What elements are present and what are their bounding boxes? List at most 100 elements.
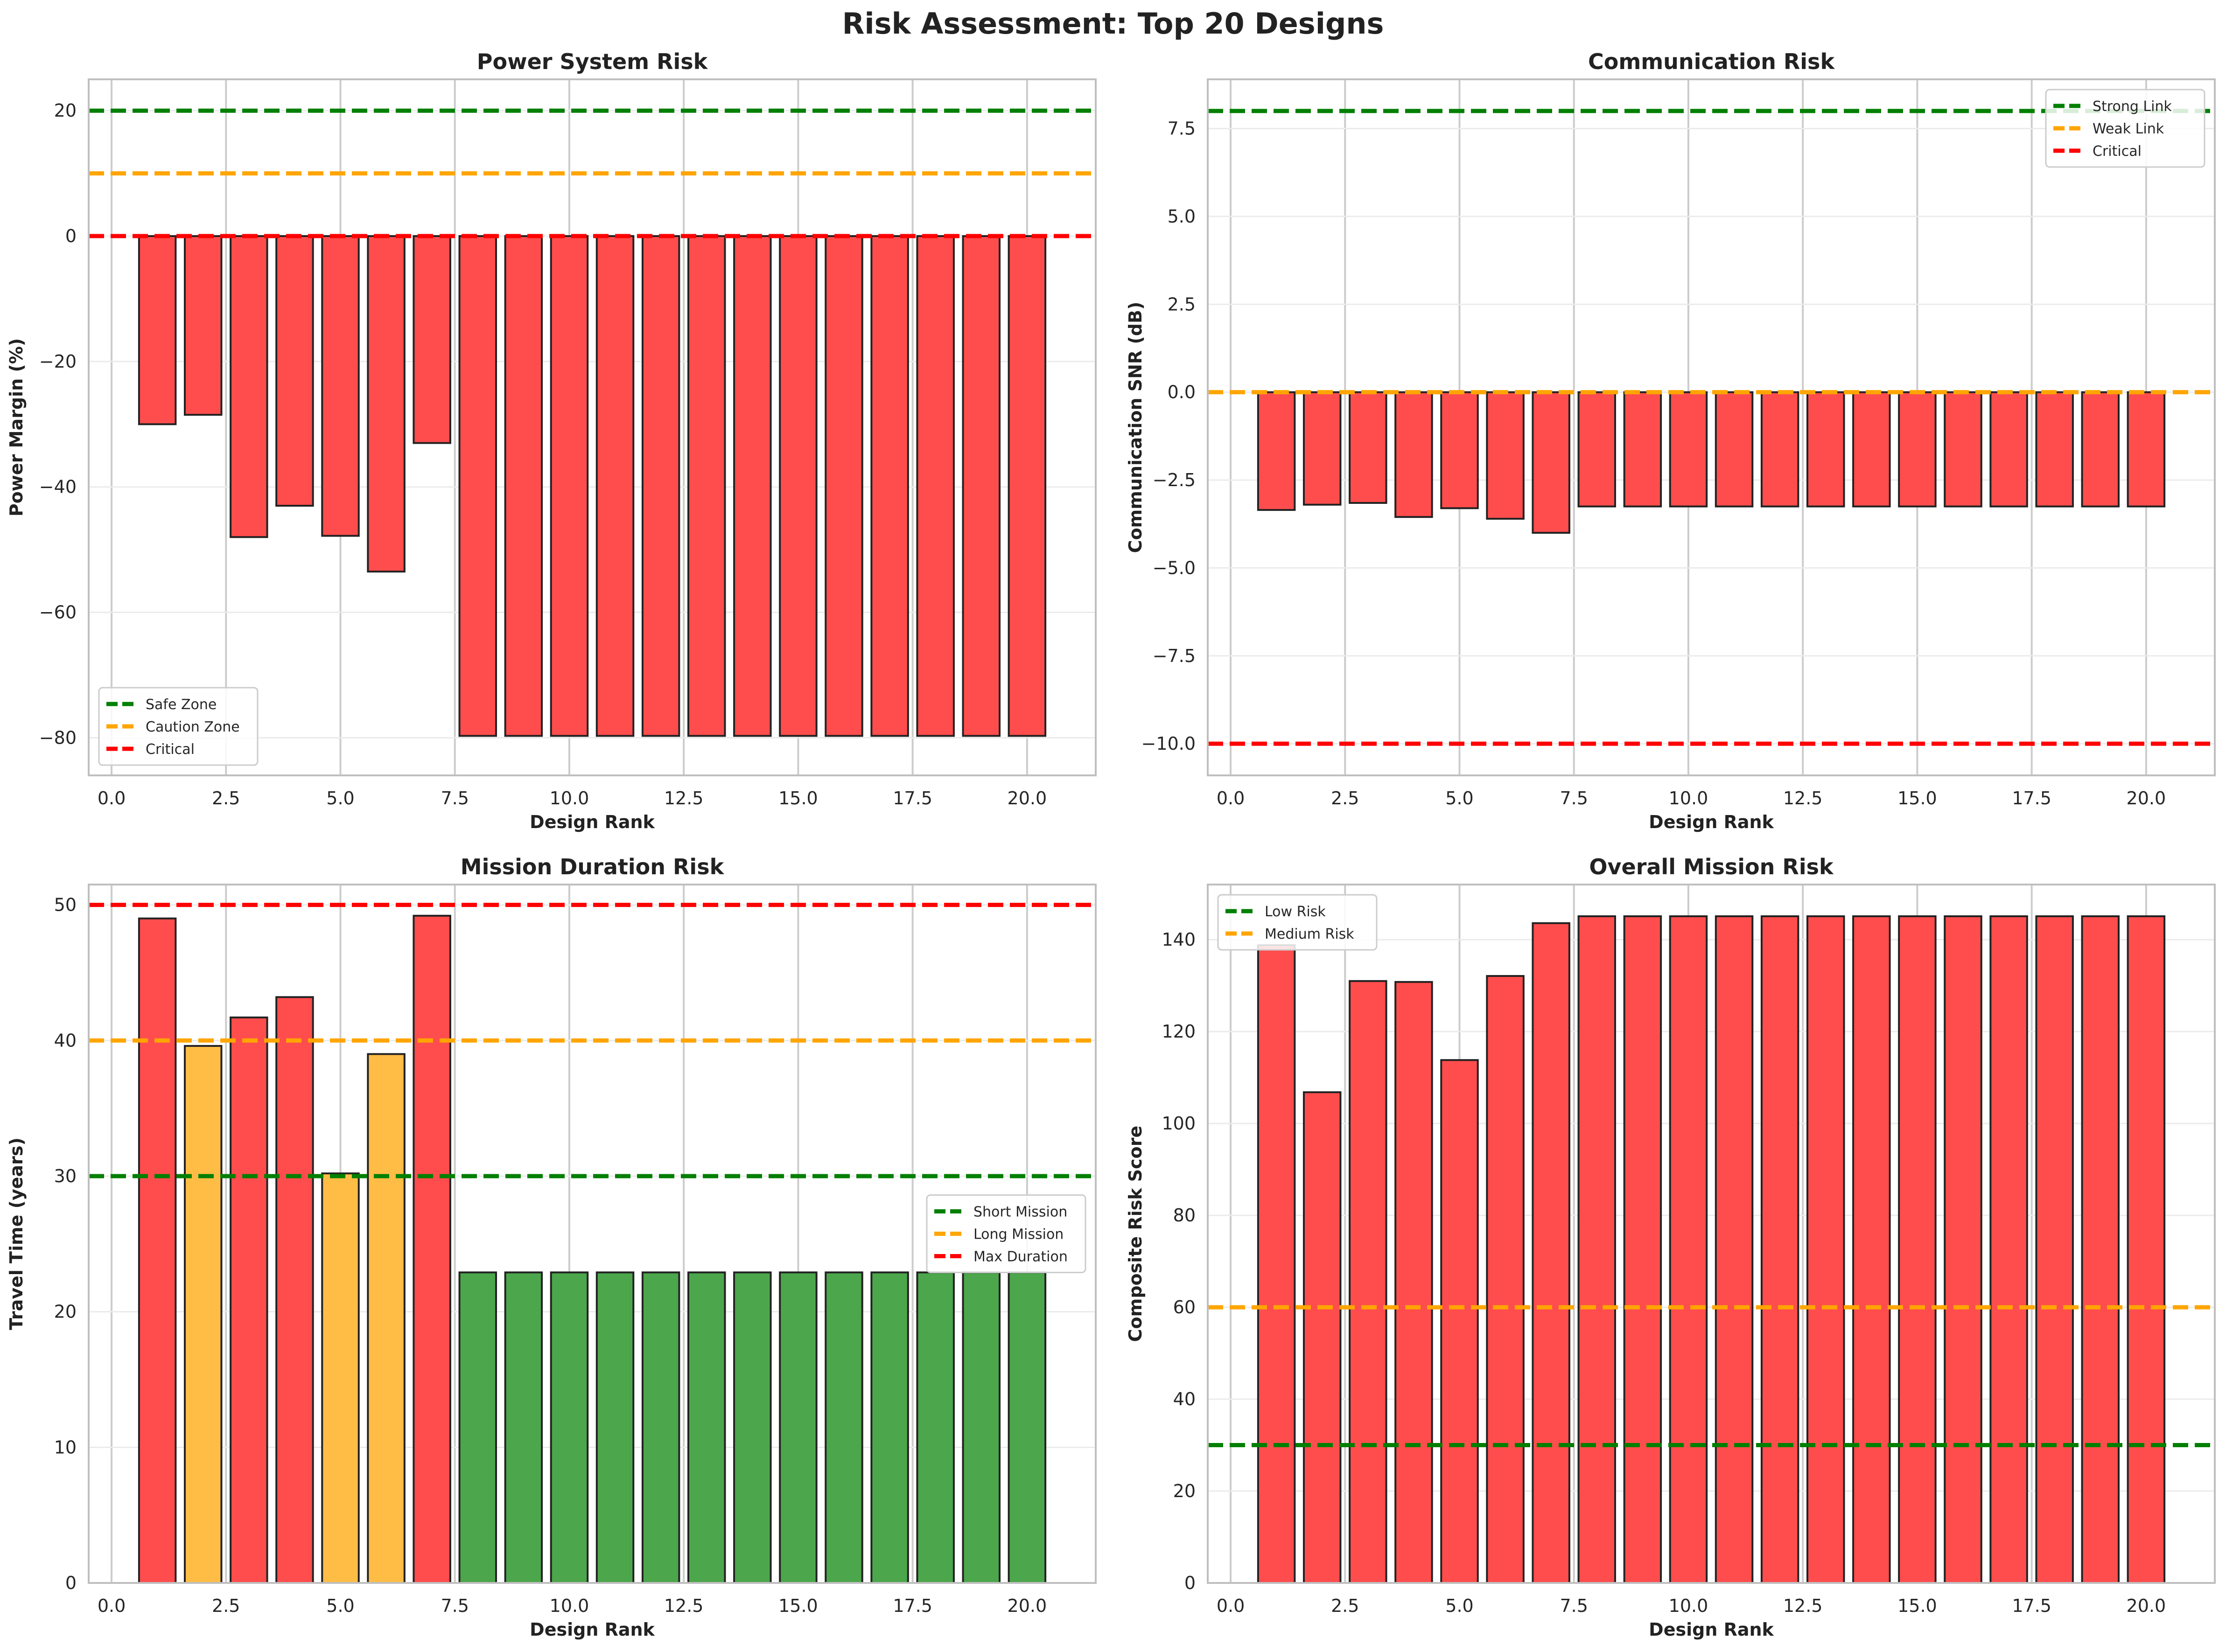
y-tick-label: −60 (39, 602, 77, 623)
bar-design-17 (870, 235, 909, 737)
bar-design-14 (1852, 391, 1891, 508)
legend-label: Critical (2093, 143, 2142, 160)
x-axis-label: Design Rank (1649, 812, 1774, 832)
bar-design-13 (687, 1271, 726, 1584)
y-tick-label: 20 (54, 1302, 77, 1322)
y-tick-label: 20 (1173, 1481, 1196, 1501)
figure-title: Risk Assessment: Top 20 Designs (842, 7, 1384, 41)
y-tick-label: −7.5 (1153, 646, 1196, 666)
bar-design-12 (1760, 391, 1799, 508)
y-tick-label: −10.0 (1141, 733, 1196, 754)
legend-label: Caution Zone (146, 719, 240, 735)
x-tick-label: 2.5 (1331, 788, 1359, 809)
bar-design-7 (413, 914, 451, 1584)
bar-design-16 (825, 1271, 863, 1584)
bar-design-6 (367, 235, 406, 573)
subplot-title: Mission Duration Risk (461, 854, 725, 879)
y-tick-label: −40 (39, 477, 77, 497)
bar-design-8 (1577, 915, 1617, 1584)
legend-label: Weak Link (2093, 121, 2164, 137)
bar-design-11 (1715, 915, 1754, 1584)
bar-design-9 (504, 235, 543, 737)
y-tick-label: −20 (39, 351, 77, 372)
y-tick-label: 7.5 (1168, 118, 1196, 139)
bar-design-3 (230, 235, 268, 538)
bar-design-6 (367, 1053, 406, 1584)
bar-design-15 (779, 235, 818, 737)
bar-design-14 (1852, 915, 1891, 1584)
x-tick-label: 17.5 (893, 788, 932, 809)
x-tick-label: 5.0 (1445, 788, 1473, 809)
x-tick-label: 0.0 (1217, 788, 1245, 809)
bar-design-3 (230, 1016, 268, 1584)
bar-design-1 (138, 235, 177, 425)
bar-design-12 (641, 1271, 680, 1584)
bar-design-7 (1532, 922, 1570, 1584)
x-axis-label: Design Rank (1649, 1619, 1774, 1640)
plot-frame (88, 78, 1097, 776)
y-tick-label: 40 (1173, 1389, 1196, 1409)
bar-design-18 (2035, 391, 2074, 508)
y-tick-label: 0 (65, 1573, 77, 1593)
bar-design-11 (595, 1271, 635, 1584)
bar-design-14 (733, 1271, 772, 1584)
bar-design-4 (1394, 981, 1433, 1584)
bar-design-13 (687, 235, 726, 737)
x-tick-label: 7.5 (1560, 1596, 1588, 1616)
plot-frame (88, 884, 1097, 1584)
bar-design-5 (1440, 391, 1479, 509)
y-axis-label: Communication SNR (dB) (1125, 302, 1146, 553)
bar-design-11 (595, 235, 635, 737)
x-tick-label: 0.0 (98, 1596, 126, 1616)
y-tick-label: 120 (1162, 1021, 1196, 1042)
bar-design-10 (550, 1271, 589, 1584)
bar-design-10 (1669, 915, 1708, 1584)
x-tick-label: 17.5 (2012, 788, 2051, 809)
bar-design-18 (916, 1271, 955, 1584)
bar-design-19 (2081, 915, 2120, 1584)
bar-design-17 (1989, 915, 2028, 1584)
legend-box (2045, 89, 2205, 168)
bar-design-2 (183, 235, 223, 416)
bar-design-19 (962, 235, 1001, 737)
legend: Short Mission Long Mission Max Duration (926, 1194, 1086, 1273)
bar-design-7 (413, 235, 451, 444)
legend-label: Short Mission (973, 1204, 1067, 1220)
y-tick-label: 2.5 (1168, 294, 1196, 314)
y-tick-label: −80 (39, 727, 77, 748)
y-tick-label: 30 (54, 1166, 77, 1186)
x-tick-label: 0.0 (1217, 1596, 1245, 1616)
x-tick-label: 15.0 (778, 1596, 818, 1616)
bar-design-19 (2081, 391, 2120, 508)
bar-design-9 (504, 1271, 543, 1584)
y-tick-label: 40 (54, 1030, 77, 1051)
x-tick-label: 2.5 (212, 1596, 240, 1616)
bar-design-12 (1760, 915, 1799, 1584)
y-tick-label: 5.0 (1168, 206, 1196, 227)
bar-design-17 (1989, 391, 2028, 508)
bar-design-2 (1302, 391, 1342, 506)
bar-design-17 (870, 1271, 909, 1584)
y-tick-label: 140 (1162, 929, 1196, 950)
bar-design-5 (321, 1172, 360, 1584)
x-tick-label: 10.0 (1669, 788, 1708, 809)
y-tick-label: 80 (1173, 1205, 1196, 1226)
subplot-title: Overall Mission Risk (1589, 854, 1834, 879)
bar-design-12 (641, 235, 680, 737)
x-tick-label: 20.0 (1008, 788, 1047, 809)
bar-design-20 (1008, 235, 1047, 737)
y-tick-label: 0 (1184, 1573, 1196, 1593)
x-tick-label: 12.5 (1783, 1596, 1823, 1616)
bar-design-16 (1944, 915, 1982, 1584)
x-tick-label: 5.0 (326, 788, 354, 809)
subplot-title: Communication Risk (1588, 49, 1835, 74)
x-tick-label: 12.5 (1783, 788, 1823, 809)
bar-design-4 (275, 996, 314, 1584)
bar-design-11 (1715, 391, 1754, 508)
bar-design-13 (1806, 391, 1845, 508)
bar-design-6 (1486, 391, 1525, 520)
x-tick-label: 5.0 (326, 1596, 354, 1616)
plot-frame (1207, 78, 2216, 776)
bar-design-2 (1302, 1091, 1342, 1584)
